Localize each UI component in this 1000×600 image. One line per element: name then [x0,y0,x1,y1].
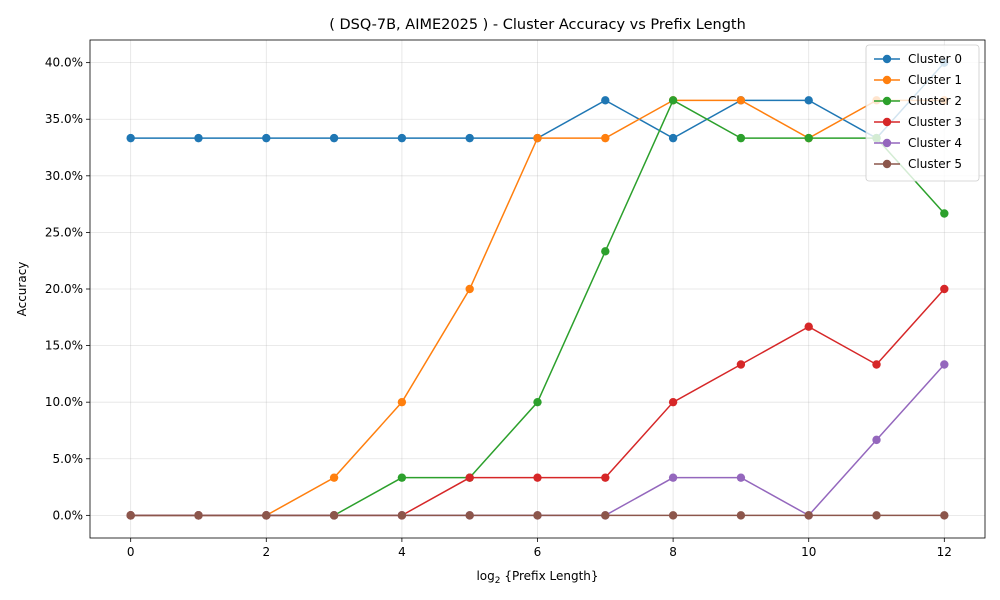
x-tick-label: 10 [801,545,816,559]
x-tick-label: 6 [534,545,542,559]
chart-title: ( DSQ-7B, AIME2025 ) - Cluster Accuracy … [329,17,746,33]
data-point [601,247,610,256]
series-layer [126,58,949,520]
legend-item: Cluster 4 [874,136,962,150]
data-point [126,511,135,520]
y-tick-label: 20.0% [45,282,83,296]
data-point [533,397,542,407]
data-point [397,397,407,407]
data-point [397,133,407,143]
data-point [668,473,678,482]
x-axis-label: log2 {Prefix Length} [476,569,598,586]
x-axis: 0 2 4 6 8 10 12 [127,538,952,559]
y-axis: 0.0% 5.0% 10.0% 15.0% 20.0% 25.0% 30.0% 35.0% 40… [45,56,90,522]
y-tick-label: 30.0% [45,169,83,183]
data-point [872,511,881,520]
x-tick-label: 4 [398,545,406,559]
y-tick-label: 10.0% [45,395,83,409]
data-point [804,322,813,331]
legend-item: Cluster 1 [874,73,962,87]
x-label-rest: {Prefix Length} [501,569,599,583]
y-axis-label: Accuracy [15,262,29,317]
data-point [465,473,474,482]
legend-label: Cluster 0 [908,52,962,66]
x-tick-label: 8 [669,545,677,559]
data-point [329,133,339,143]
y-tick-label: 15.0% [45,339,83,353]
data-point [736,96,746,105]
data-point [533,511,542,520]
data-point [736,133,746,143]
data-point [601,133,610,143]
data-point [329,473,339,482]
legend-label: Cluster 1 [908,73,962,87]
legend-marker [882,54,892,64]
x-tick-label: 12 [937,545,952,559]
data-point [940,209,949,218]
data-point [601,511,610,520]
data-point [533,133,542,143]
y-tick-label: 25.0% [45,225,83,239]
data-point [668,133,678,143]
grid [90,40,985,538]
x-label-subscript: 2 [495,576,501,586]
data-point [736,473,746,482]
legend-label: Cluster 4 [908,136,962,150]
data-point [601,473,610,482]
data-point [940,511,949,520]
data-point [397,511,407,520]
data-point [668,511,678,520]
data-point [872,435,881,445]
y-tick-label: 35.0% [45,112,83,126]
data-point [126,133,135,143]
legend-marker [882,159,892,169]
data-point [940,360,949,369]
legend-box [865,44,980,182]
data-point [940,284,949,294]
data-point [804,133,813,143]
y-tick-label: 0.0% [53,508,84,522]
data-point [668,96,678,105]
data-point [397,473,407,482]
legend-label: Cluster 5 [908,157,962,171]
data-point [736,511,746,520]
data-point [804,511,813,520]
series-5 [126,511,949,520]
data-point [736,360,746,369]
legend-marker [882,138,892,148]
legend-item: Cluster 3 [874,115,962,129]
legend-label: Cluster 2 [908,94,962,108]
x-tick-label: 2 [262,545,270,559]
legend-item: Cluster 5 [874,157,962,171]
legend-item: Cluster 2 [874,94,962,108]
data-point [533,473,542,482]
data-point [194,511,203,520]
legend-marker [882,75,892,85]
legend-marker [882,117,892,127]
data-point [262,511,271,520]
data-point [262,133,271,143]
data-point [465,284,474,294]
legend: Cluster 0 Cluster 1 Cluster 2 Cluster 3 Clus… [865,44,980,182]
data-point [465,511,474,520]
x-tick-label: 0 [127,545,135,559]
y-tick-label: 5.0% [53,452,84,466]
data-point [465,133,474,143]
data-point [872,360,881,369]
data-point [329,511,339,520]
data-point [804,96,813,105]
legend-marker [882,96,892,106]
y-tick-label: 40.0% [45,56,83,70]
legend-label: Cluster 3 [908,115,962,129]
x-label-prefix: log [476,569,494,583]
data-point [194,133,203,143]
data-point [601,96,610,105]
data-point [668,397,678,407]
legend-item: Cluster 0 [874,52,962,66]
